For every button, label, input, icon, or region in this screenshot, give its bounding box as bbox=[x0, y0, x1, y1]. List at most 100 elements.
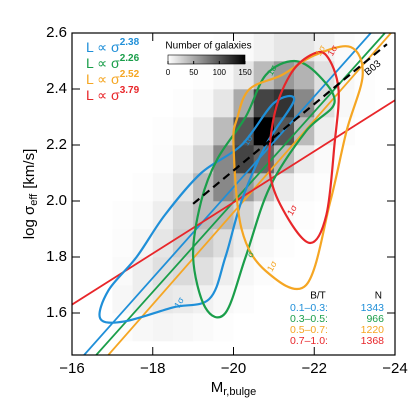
heat-cell bbox=[314, 61, 335, 90]
heat-cell bbox=[172, 201, 194, 230]
heat-cell bbox=[294, 173, 315, 202]
legend-exponent: 2.26 bbox=[120, 53, 140, 64]
x-label-sub: r,bulge bbox=[223, 386, 256, 398]
table-name: 0.7–1.0: bbox=[290, 335, 328, 347]
heat-cell bbox=[213, 89, 234, 118]
heat-cell bbox=[193, 313, 214, 342]
legend-entry: L ∝ σ2.52 bbox=[86, 69, 140, 87]
table-n: 966 bbox=[366, 313, 384, 325]
heat-cell bbox=[112, 229, 133, 258]
y-tick-label: 1.8 bbox=[46, 248, 67, 265]
heat-cell bbox=[152, 201, 174, 230]
table-header: N bbox=[375, 291, 382, 302]
legend-exponent: 2.52 bbox=[120, 69, 140, 80]
heat-cell bbox=[152, 117, 174, 146]
heat-cell bbox=[273, 173, 295, 202]
colorbar-tick-label: 150 bbox=[238, 68, 252, 77]
heat-cell bbox=[152, 173, 174, 202]
heat-cell bbox=[193, 229, 214, 258]
heat-cell bbox=[273, 229, 295, 258]
heat-cell bbox=[193, 145, 214, 174]
table-name: 0.5–0.7: bbox=[290, 324, 328, 336]
contour bbox=[98, 94, 296, 324]
colorbar-tick-label: 50 bbox=[189, 68, 198, 77]
x-axis-label: Mr,bulge bbox=[211, 379, 257, 398]
contour-label: 1σ bbox=[313, 43, 327, 58]
heat-cell bbox=[152, 313, 174, 342]
heat-cell bbox=[132, 201, 154, 230]
x-tick-label: −20 bbox=[221, 360, 246, 377]
contour-label: 1σ bbox=[265, 259, 279, 274]
heatmap bbox=[112, 33, 376, 342]
legend-exponent: 2.38 bbox=[120, 37, 140, 48]
heat-cell bbox=[253, 33, 275, 62]
contour-label: 1σ bbox=[241, 133, 255, 148]
legend-text: L ∝ σ bbox=[86, 55, 120, 71]
table-header: B/T bbox=[310, 291, 326, 302]
heat-cell bbox=[314, 117, 335, 146]
legend-entry: L ∝ σ2.38 bbox=[86, 37, 140, 55]
heat-cell bbox=[112, 285, 133, 314]
heat-cell bbox=[193, 61, 214, 90]
heat-cell bbox=[152, 257, 174, 286]
heat-cell bbox=[213, 229, 234, 258]
heat-cell bbox=[132, 229, 154, 258]
legend-entry: L ∝ σ3.79 bbox=[86, 85, 140, 103]
heat-cell bbox=[132, 285, 154, 314]
y-axis-label: log σeff [km/s] bbox=[21, 149, 40, 239]
x-tick-label: −24 bbox=[382, 360, 407, 377]
heat-cell bbox=[273, 145, 295, 174]
heat-cell bbox=[193, 201, 214, 230]
heat-cell bbox=[253, 201, 275, 230]
heat-cell bbox=[193, 89, 214, 118]
legend-exponent: 3.79 bbox=[120, 85, 140, 96]
heat-cell bbox=[273, 61, 295, 90]
heat-cell bbox=[172, 89, 194, 118]
table-n: 1220 bbox=[361, 324, 385, 336]
table-name: 0.1–0.3: bbox=[290, 302, 328, 314]
heat-cell bbox=[253, 89, 275, 118]
x-tick-label: −18 bbox=[140, 360, 165, 377]
fit-line bbox=[83, 33, 372, 355]
contour bbox=[232, 45, 364, 291]
legend-entry: L ∝ σ2.26 bbox=[86, 53, 140, 71]
heat-cell bbox=[152, 145, 174, 174]
heat-cell bbox=[354, 89, 376, 118]
overlay bbox=[72, 33, 395, 355]
contour-label: 1σ bbox=[285, 203, 299, 218]
heat-cell bbox=[172, 313, 194, 342]
heat-cell bbox=[233, 89, 254, 118]
y-tick-label: 2.2 bbox=[46, 136, 67, 153]
heat-cell bbox=[213, 173, 234, 202]
legend-text: L ∝ σ bbox=[86, 71, 120, 87]
heat-cell bbox=[132, 313, 154, 342]
contour-label: 1σ bbox=[325, 43, 339, 58]
heat-cell bbox=[193, 257, 214, 286]
heat-cell bbox=[172, 145, 194, 174]
contour-label: 1σ bbox=[172, 295, 186, 310]
heat-cell bbox=[273, 33, 295, 62]
fit-line bbox=[107, 33, 392, 355]
y-label-unit: [km/s] bbox=[21, 149, 38, 189]
heat-cell bbox=[193, 117, 214, 146]
heat-cell bbox=[294, 201, 315, 230]
contour bbox=[268, 50, 340, 245]
colorbar-tick-label: 100 bbox=[213, 68, 227, 77]
y-tick-label: 2.0 bbox=[46, 192, 67, 209]
heat-cell bbox=[213, 33, 234, 62]
x-tick-label: −16 bbox=[59, 360, 84, 377]
heat-cell bbox=[132, 173, 154, 202]
heat-cell bbox=[213, 61, 234, 90]
heat-cell bbox=[152, 285, 174, 314]
x-label-main: M bbox=[211, 379, 224, 396]
heat-cell bbox=[233, 33, 254, 62]
x-tick-label: −22 bbox=[302, 360, 327, 377]
reference-line bbox=[192, 43, 388, 205]
contour-label: 1σ bbox=[265, 63, 279, 78]
table-n: 1343 bbox=[361, 302, 385, 314]
y-tick-label: 2.6 bbox=[46, 24, 67, 41]
table-n: 1368 bbox=[361, 335, 385, 347]
colorbar-tick-label: 0 bbox=[166, 68, 171, 77]
